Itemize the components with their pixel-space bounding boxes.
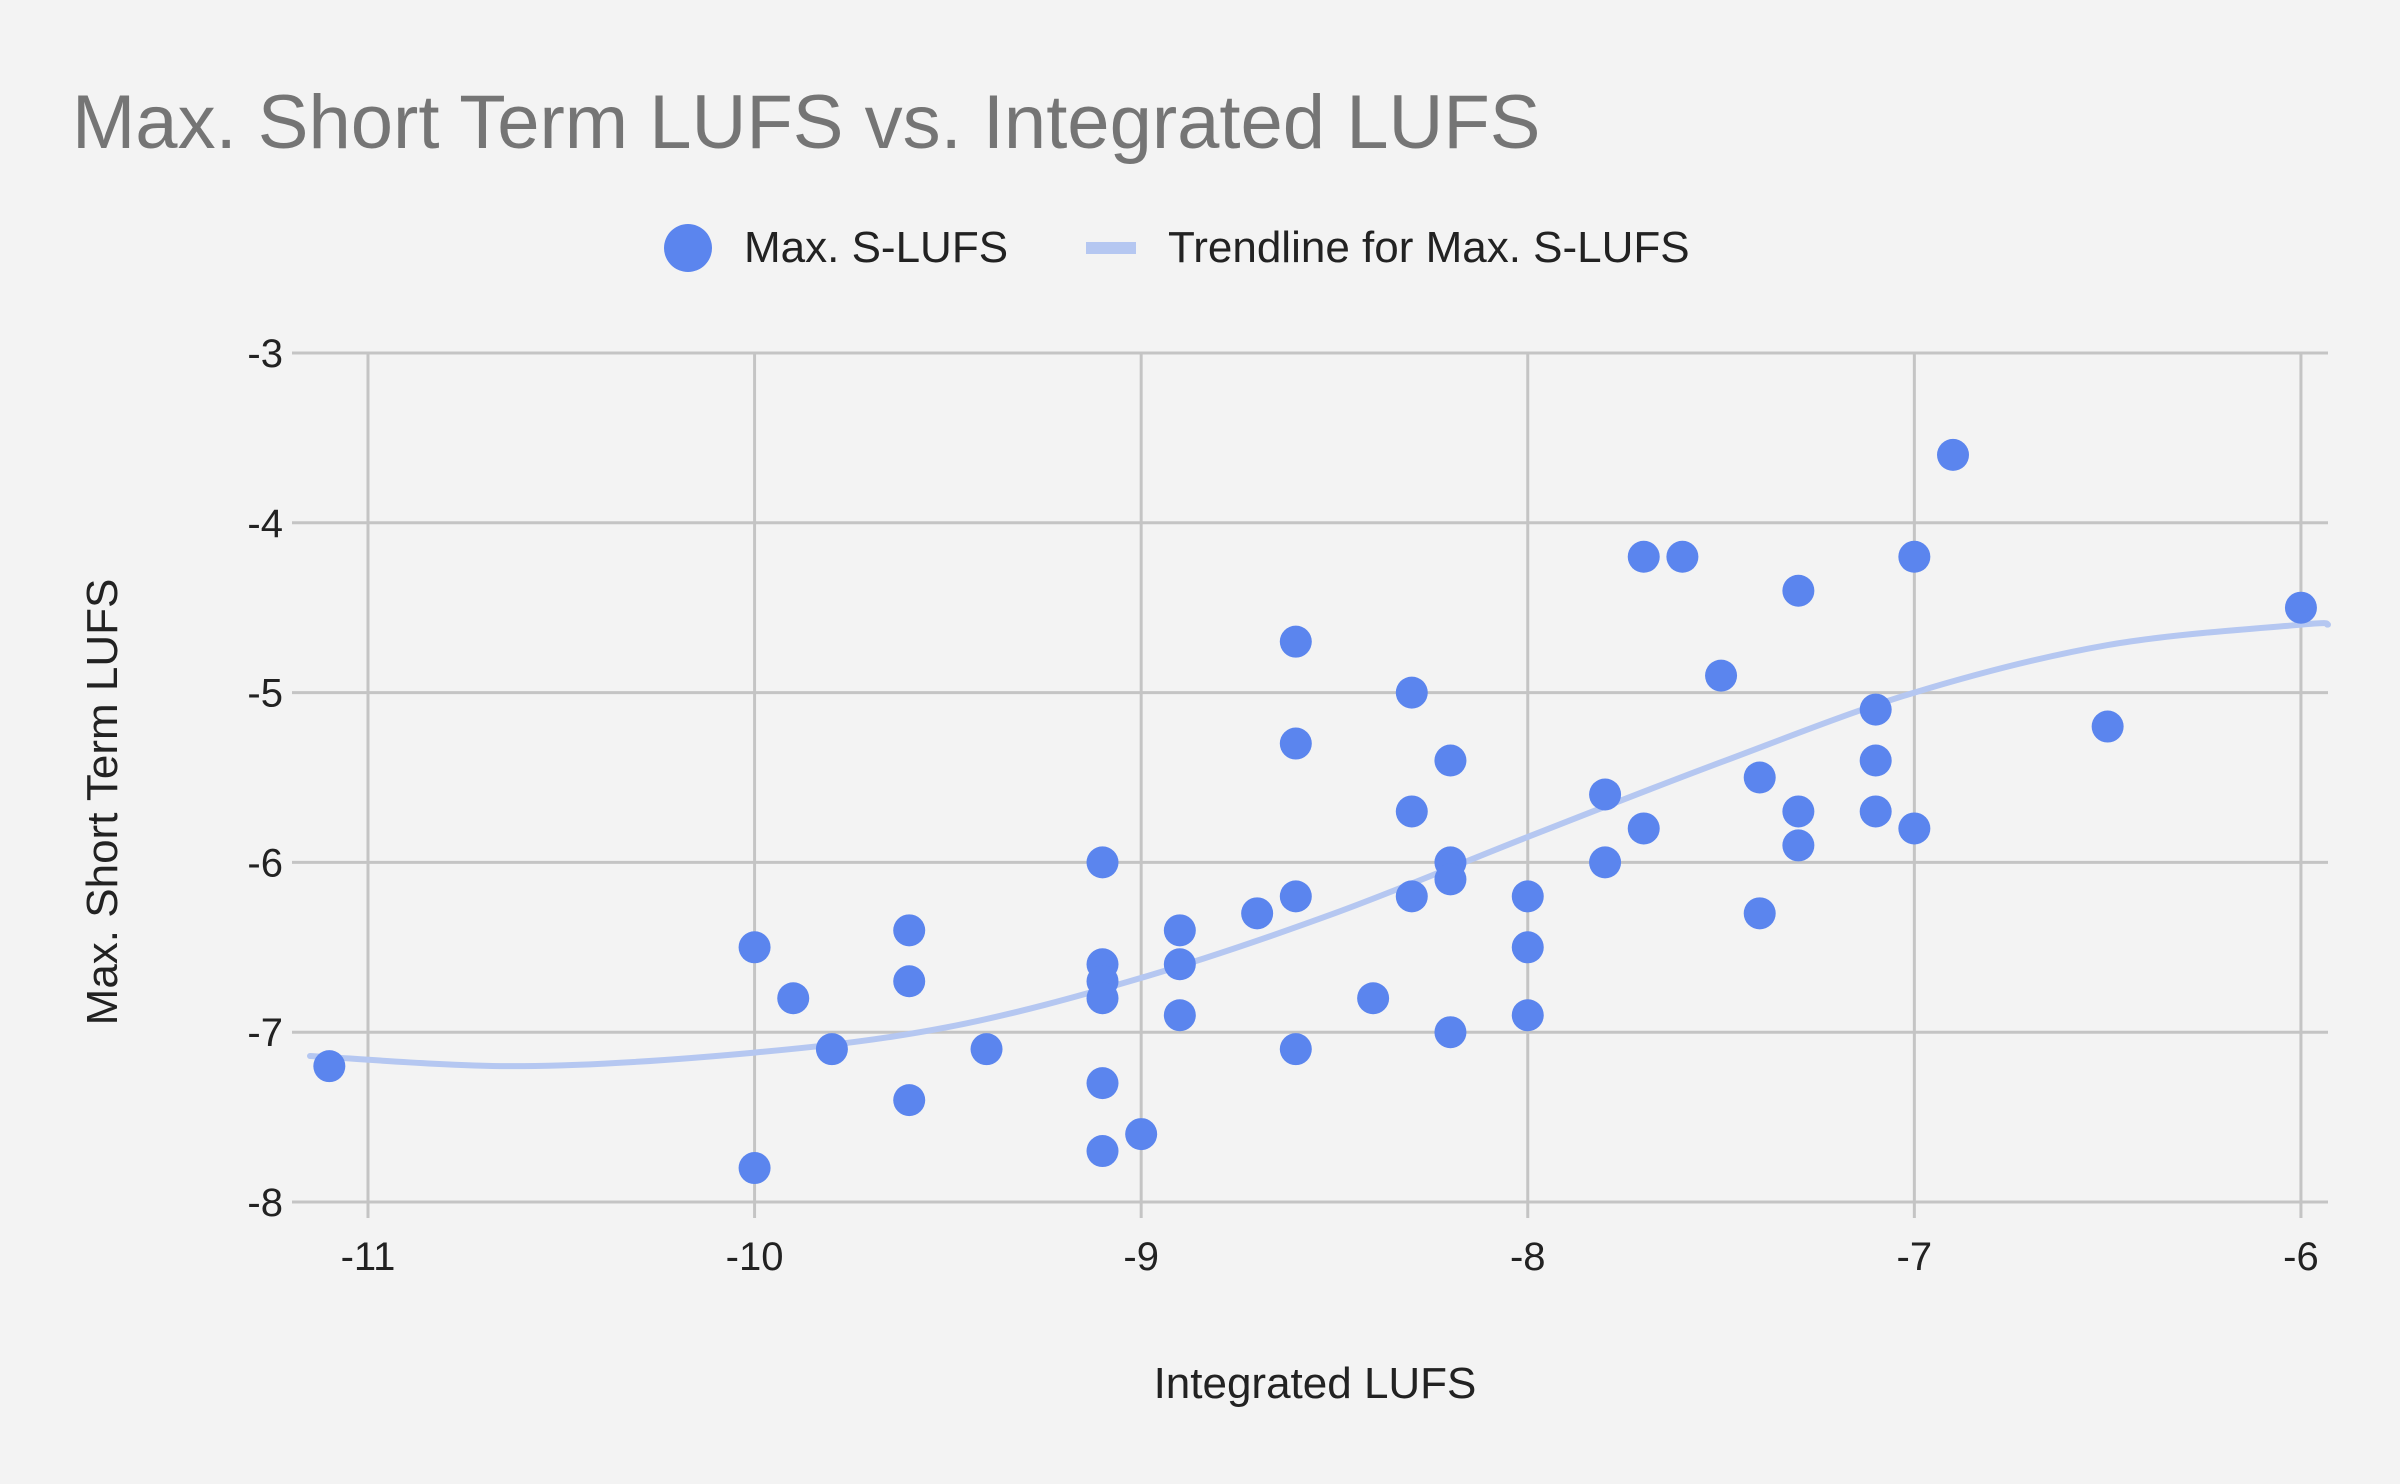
data-points-layer	[313, 438, 2317, 1185]
y-tick-label: -5	[247, 672, 283, 716]
legend-item-trendline[interactable]: Trendline for Max. S-LUFS	[1086, 223, 1690, 272]
data-point[interactable]	[1511, 880, 1544, 913]
data-point[interactable]	[1898, 540, 1931, 573]
data-point[interactable]	[1279, 880, 1312, 913]
data-point[interactable]	[1782, 574, 1815, 607]
data-point[interactable]	[1357, 982, 1390, 1015]
data-point[interactable]	[1434, 863, 1467, 896]
y-tick-label: -3	[247, 332, 283, 376]
x-tick-label: -9	[1123, 1235, 1159, 1279]
data-point[interactable]	[1279, 1033, 1312, 1066]
data-point[interactable]	[1163, 914, 1196, 947]
x-tick-label: -7	[1897, 1235, 1933, 1279]
data-point[interactable]	[1511, 931, 1544, 964]
data-point[interactable]	[1086, 846, 1119, 879]
data-point[interactable]	[738, 1152, 771, 1185]
data-point[interactable]	[777, 982, 810, 1015]
data-point[interactable]	[1627, 812, 1660, 845]
data-point[interactable]	[893, 1084, 926, 1117]
x-axis-ticks: -11 -10 -9 -8 -7 -6	[341, 1235, 2319, 1279]
data-point[interactable]	[1589, 778, 1622, 811]
data-point[interactable]	[1086, 1067, 1119, 1100]
x-tick-label: -6	[2283, 1235, 2319, 1279]
y-axis-title: Max. Short Term LUFS	[78, 579, 127, 1026]
data-point[interactable]	[1086, 1135, 1119, 1168]
data-point[interactable]	[1163, 948, 1196, 981]
data-point[interactable]	[1782, 795, 1815, 828]
trendline	[307, 620, 2331, 1070]
data-point[interactable]	[1743, 897, 1776, 930]
data-point[interactable]	[1434, 1016, 1467, 1049]
data-point[interactable]	[1395, 676, 1428, 709]
data-point[interactable]	[1125, 1118, 1158, 1151]
data-point[interactable]	[1859, 795, 1892, 828]
x-tick-label: -10	[726, 1235, 784, 1279]
data-point[interactable]	[1241, 897, 1274, 930]
data-point[interactable]	[1434, 744, 1467, 777]
data-point[interactable]	[313, 1050, 346, 1083]
chart-title: Max. Short Term LUFS vs. Integrated LUFS	[72, 80, 1540, 165]
y-tick-label: -6	[247, 841, 283, 885]
legend-item-points[interactable]: Max. S-LUFS	[664, 223, 1008, 272]
data-point[interactable]	[2284, 591, 2317, 624]
data-point[interactable]	[738, 931, 771, 964]
data-point[interactable]	[1279, 625, 1312, 658]
legend-label-points: Max. S-LUFS	[744, 223, 1008, 272]
gridlines	[292, 351, 2328, 1218]
data-point[interactable]	[1279, 727, 1312, 760]
data-point[interactable]	[970, 1033, 1003, 1066]
data-point[interactable]	[2091, 710, 2124, 743]
trendline-layer	[307, 620, 2331, 1070]
y-tick-label: -8	[247, 1181, 283, 1225]
data-point[interactable]	[893, 965, 926, 998]
data-point[interactable]	[1395, 880, 1428, 913]
y-axis-ticks: -3 -4 -5 -6 -7 -8	[247, 332, 283, 1225]
legend-label-trendline: Trendline for Max. S-LUFS	[1168, 223, 1690, 272]
data-point[interactable]	[1163, 999, 1196, 1032]
x-tick-label: -11	[341, 1235, 396, 1279]
data-point[interactable]	[893, 914, 926, 947]
legend: Max. S-LUFS Trendline for Max. S-LUFS	[664, 223, 1690, 272]
x-tick-label: -8	[1510, 1235, 1546, 1279]
data-point[interactable]	[1859, 693, 1892, 726]
y-tick-label: -4	[247, 502, 283, 546]
data-point[interactable]	[1086, 982, 1119, 1015]
data-point[interactable]	[1898, 812, 1931, 845]
data-point[interactable]	[1589, 846, 1622, 879]
x-axis-title: Integrated LUFS	[1154, 1359, 1477, 1408]
data-point[interactable]	[1743, 761, 1776, 794]
data-point[interactable]	[1782, 829, 1815, 862]
data-point[interactable]	[1395, 795, 1428, 828]
data-point[interactable]	[1859, 744, 1892, 777]
data-point[interactable]	[1627, 540, 1660, 573]
data-point[interactable]	[1666, 540, 1699, 573]
data-point[interactable]	[1937, 438, 1970, 471]
legend-marker-points	[664, 224, 712, 272]
data-point[interactable]	[815, 1033, 848, 1066]
data-point[interactable]	[1705, 659, 1738, 692]
data-point[interactable]	[1511, 999, 1544, 1032]
y-tick-label: -7	[247, 1011, 283, 1055]
